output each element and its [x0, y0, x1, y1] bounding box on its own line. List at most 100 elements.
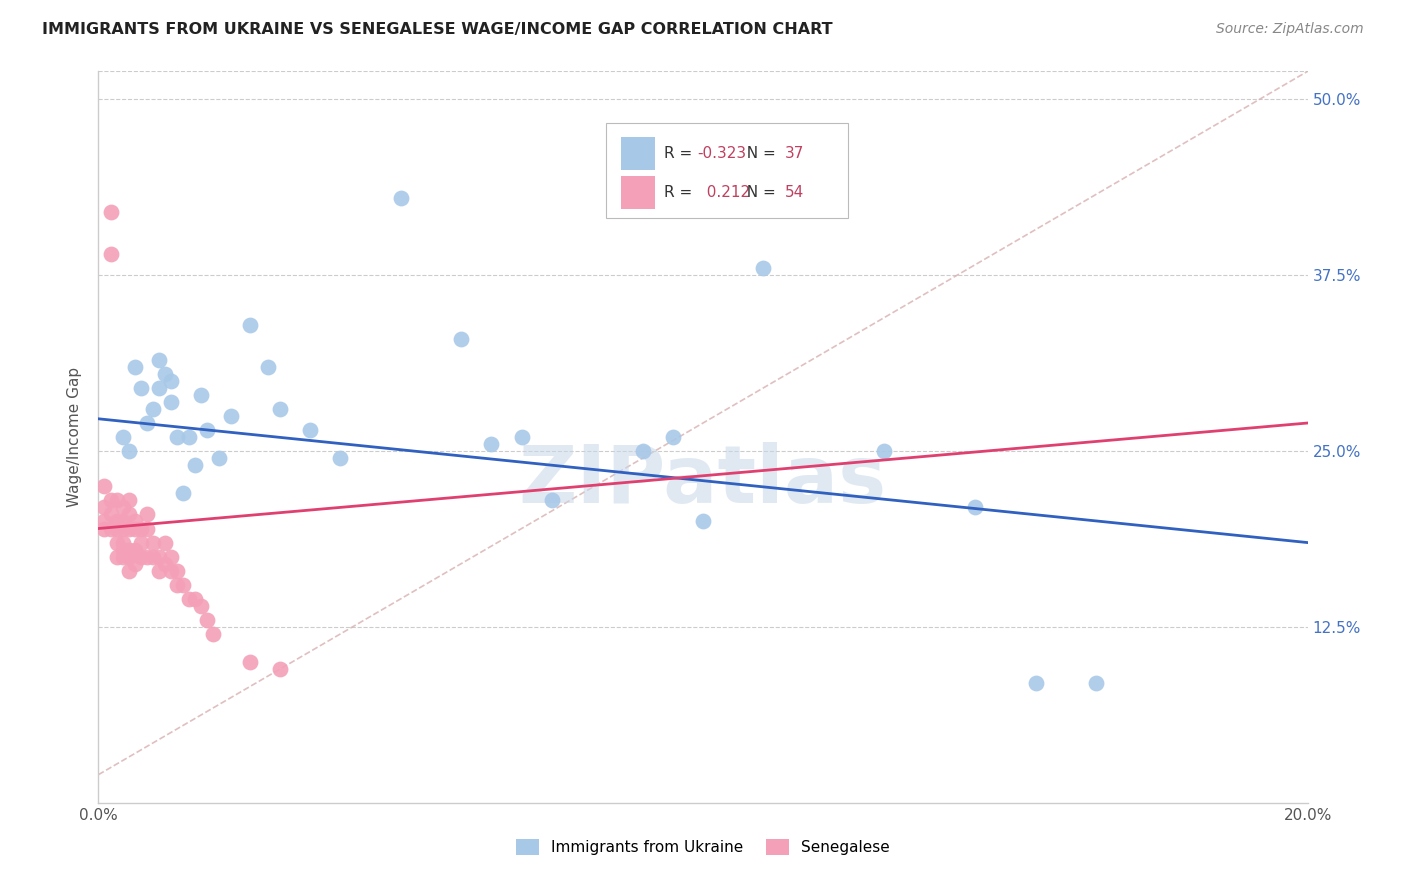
Point: [100, 205, 122, 219]
Text: Source: ZipAtlas.com: Source: ZipAtlas.com: [1216, 22, 1364, 37]
Text: R =: R =: [664, 185, 697, 200]
Point: [160, 395, 183, 409]
Text: 54: 54: [785, 185, 804, 200]
Point: [135, 416, 157, 430]
Point: [100, 247, 122, 261]
Point: [195, 423, 218, 437]
Point: [118, 521, 141, 535]
Point: [752, 261, 775, 276]
Point: [142, 549, 165, 564]
Point: [129, 521, 152, 535]
Point: [299, 423, 322, 437]
Point: [111, 500, 134, 515]
Point: [160, 374, 183, 388]
Point: [1085, 676, 1108, 690]
Point: [148, 352, 170, 367]
Point: [510, 430, 533, 444]
Point: [105, 493, 128, 508]
Point: [100, 508, 122, 522]
Point: [100, 521, 122, 535]
Point: [93, 521, 115, 535]
Point: [208, 451, 231, 466]
Point: [111, 549, 134, 564]
Point: [148, 549, 170, 564]
FancyBboxPatch shape: [621, 176, 655, 209]
Point: [93, 500, 115, 515]
Point: [256, 359, 278, 374]
Point: [221, 409, 243, 423]
Point: [389, 191, 412, 205]
Point: [105, 515, 128, 529]
Point: [135, 508, 157, 522]
Point: [142, 535, 165, 549]
Y-axis label: Wage/Income Gap: Wage/Income Gap: [67, 367, 83, 508]
FancyBboxPatch shape: [606, 122, 848, 218]
Point: [118, 549, 141, 564]
FancyBboxPatch shape: [621, 137, 655, 170]
Point: [118, 508, 141, 522]
Point: [692, 515, 714, 529]
Point: [124, 515, 146, 529]
Point: [111, 542, 134, 557]
Point: [111, 515, 134, 529]
Point: [269, 401, 291, 416]
Point: [93, 515, 115, 529]
Legend: Immigrants from Ukraine, Senegalese: Immigrants from Ukraine, Senegalese: [510, 833, 896, 861]
Point: [239, 655, 262, 669]
Point: [111, 535, 134, 549]
Text: -0.323: -0.323: [697, 145, 747, 161]
Point: [329, 451, 352, 466]
Point: [202, 627, 225, 641]
Point: [172, 578, 194, 592]
Text: R =: R =: [664, 145, 697, 161]
Point: [540, 493, 562, 508]
Point: [184, 458, 207, 473]
Point: [135, 549, 157, 564]
Point: [179, 591, 201, 606]
Point: [100, 493, 122, 508]
Point: [118, 564, 141, 578]
Text: ZIPatlas: ZIPatlas: [519, 442, 887, 520]
Point: [111, 430, 134, 444]
Point: [124, 542, 146, 557]
Point: [160, 564, 183, 578]
Point: [160, 549, 183, 564]
Point: [129, 381, 152, 395]
Point: [190, 599, 212, 613]
Point: [129, 549, 152, 564]
Point: [239, 318, 262, 332]
Point: [195, 613, 218, 627]
Point: [148, 564, 170, 578]
Point: [873, 444, 896, 458]
Text: N =: N =: [737, 145, 780, 161]
Point: [124, 359, 146, 374]
Point: [124, 557, 146, 571]
Point: [166, 564, 188, 578]
Point: [105, 549, 128, 564]
Text: 37: 37: [785, 145, 804, 161]
Point: [153, 367, 176, 381]
Point: [142, 401, 165, 416]
Point: [153, 557, 176, 571]
Point: [631, 444, 654, 458]
Point: [118, 444, 141, 458]
Point: [1024, 676, 1046, 690]
Point: [111, 521, 134, 535]
Point: [135, 521, 157, 535]
Point: [965, 500, 987, 515]
Point: [481, 437, 503, 451]
Text: N =: N =: [737, 185, 780, 200]
Point: [129, 535, 152, 549]
Point: [93, 479, 115, 493]
Point: [124, 521, 146, 535]
Point: [148, 381, 170, 395]
Point: [105, 535, 128, 549]
Point: [269, 662, 291, 676]
Point: [661, 430, 683, 444]
Point: [166, 430, 188, 444]
Point: [118, 493, 141, 508]
Text: 0.212: 0.212: [697, 185, 749, 200]
Point: [179, 430, 201, 444]
Point: [153, 535, 176, 549]
Point: [118, 542, 141, 557]
